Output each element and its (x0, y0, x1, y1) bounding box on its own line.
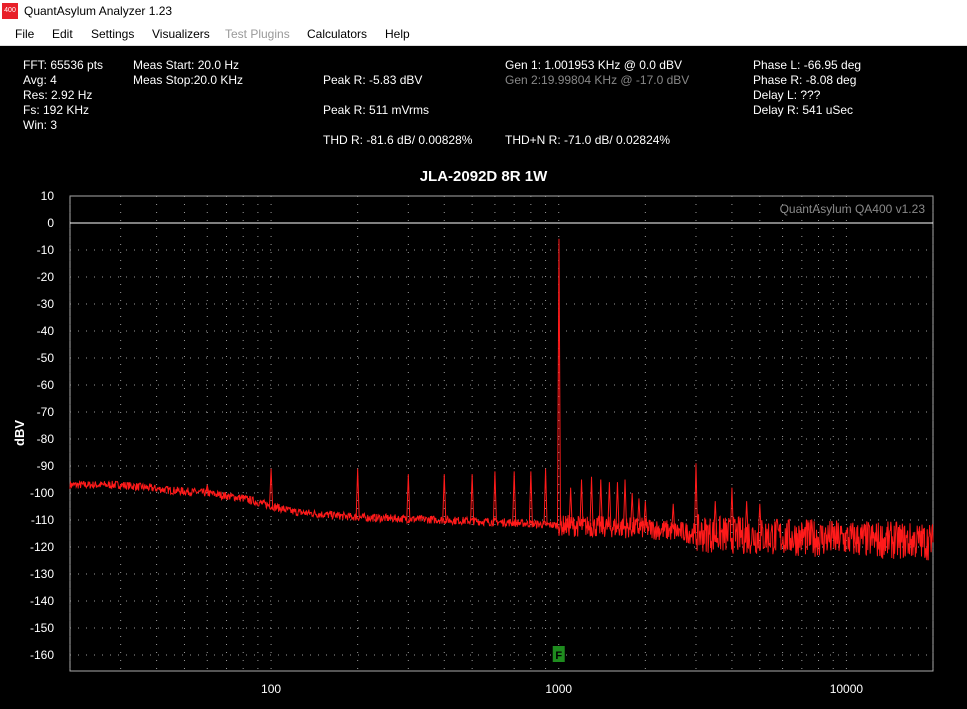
menu-bar: File Edit Settings Visualizers Test Plug… (0, 23, 967, 46)
y-tick-label: -120 (30, 540, 54, 554)
y-tick-label: -20 (37, 270, 55, 284)
y-tick-label: -140 (30, 594, 54, 608)
menu-visualizers[interactable]: Visualizers (152, 27, 210, 41)
marker-f-label: F (555, 650, 562, 662)
menu-test-plugins[interactable]: Test Plugins (225, 27, 290, 41)
spectrum-peak (470, 474, 475, 522)
spectrum-peak (589, 476, 594, 527)
spectrum-peak (205, 484, 210, 494)
y-tick-label: -90 (37, 459, 55, 473)
y-tick-label: -40 (37, 324, 55, 338)
stat-phase-r: Phase R: -8.08 deg (753, 73, 857, 87)
y-tick-label: -60 (37, 378, 55, 392)
spectrum-peak (579, 479, 584, 527)
spectrum-peak (671, 503, 676, 532)
spectrum-peak (406, 474, 411, 519)
y-tick-label: -10 (37, 243, 55, 257)
menu-settings[interactable]: Settings (91, 27, 135, 41)
stat-res: Res: 2.92 Hz (23, 88, 93, 102)
spectrum-peak (512, 471, 517, 523)
y-tick-label: -130 (30, 567, 54, 581)
x-tick-label: 10000 (830, 682, 864, 696)
x-tick-label: 100 (261, 682, 281, 696)
plot-frame (69, 195, 934, 672)
spectrum-peak (636, 498, 641, 528)
menu-calculators[interactable]: Calculators (307, 27, 368, 41)
stat-phase-l: Phase L: -66.95 deg (753, 58, 862, 72)
stat-win: Win: 3 (23, 118, 58, 132)
marker-f (552, 646, 565, 662)
y-tick-label: -110 (31, 513, 54, 527)
chart-title: JLA-2092D 8R 1W (419, 168, 548, 185)
stat-peak-r-dbv: Peak R: -5.83 dBV (323, 73, 423, 87)
spectrum-peak (757, 503, 762, 537)
spectrum-peak (615, 482, 620, 528)
y-tick-label: -50 (37, 351, 55, 365)
menu-edit[interactable]: Edit (52, 27, 73, 41)
y-tick-label: -30 (37, 297, 55, 311)
stat-peak-r-mvrms: Peak R: 511 mVrms (323, 103, 430, 117)
stat-delay-l: Delay L: ??? (753, 88, 821, 102)
spectrum-peak (543, 468, 548, 525)
stat-fs: Fs: 192 KHz (23, 103, 90, 117)
spectrum-peak (528, 471, 533, 524)
app-icon: 400 (2, 3, 18, 19)
y-tick-label: -80 (37, 432, 55, 446)
spectrum-peak (598, 479, 603, 527)
menu-file[interactable]: File (15, 27, 35, 41)
spectrum-peak (643, 501, 648, 529)
stat-gen1: Gen 1: 1.001953 KHz @ 0.0 dBV (505, 58, 682, 72)
stat-meas-stop: Meas Stop:20.0 KHz (133, 73, 244, 87)
y-tick-label: -70 (37, 405, 55, 419)
spectrum-peak (269, 468, 274, 506)
y-axis-label: dBV (12, 420, 27, 446)
stat-thd-r: THD R: -81.6 dB/ 0.00828% (323, 133, 473, 147)
spectrum-peak (693, 463, 698, 534)
menu-help[interactable]: Help (385, 27, 410, 41)
spectrum-peak (355, 468, 360, 518)
spectrum-peak (630, 492, 635, 528)
y-tick-label: 0 (47, 216, 54, 230)
y-tick-label: -150 (30, 621, 54, 635)
x-tick-label: 1000 (545, 682, 572, 696)
spectrum-peak (556, 238, 561, 526)
title-bar: 400 QuantAsylum Analyzer 1.23 (0, 0, 967, 23)
y-tick-label: 10 (41, 189, 55, 203)
y-tick-label: -160 (30, 648, 54, 662)
spectrum-trace (69, 479, 934, 561)
spectrum-peak (492, 471, 497, 522)
stat-delay-r: Delay R: 541 uSec (753, 103, 854, 117)
spectrum-peak (729, 487, 734, 536)
spectrum-peak (442, 474, 447, 521)
window-title: QuantAsylum Analyzer 1.23 (24, 4, 173, 18)
spectrum-peak (607, 482, 612, 527)
spectrum-peak (713, 501, 718, 535)
spectrum-peak (568, 487, 573, 526)
stat-fft: FFT: 65536 pts (23, 58, 104, 72)
watermark: QuantAsylum QA400 v1.23 (780, 202, 926, 216)
stat-gen2: Gen 2:19.99804 KHz @ -17.0 dBV (505, 73, 690, 87)
spectrum-peak (623, 479, 628, 528)
spectrum-peak (744, 501, 749, 536)
stat-thdn-r: THD+N R: -71.0 dB/ 0.02824% (505, 133, 671, 147)
stat-avg: Avg: 4 (23, 73, 57, 87)
y-tick-label: -100 (30, 486, 54, 500)
stat-meas-start: Meas Start: 20.0 Hz (133, 58, 240, 72)
